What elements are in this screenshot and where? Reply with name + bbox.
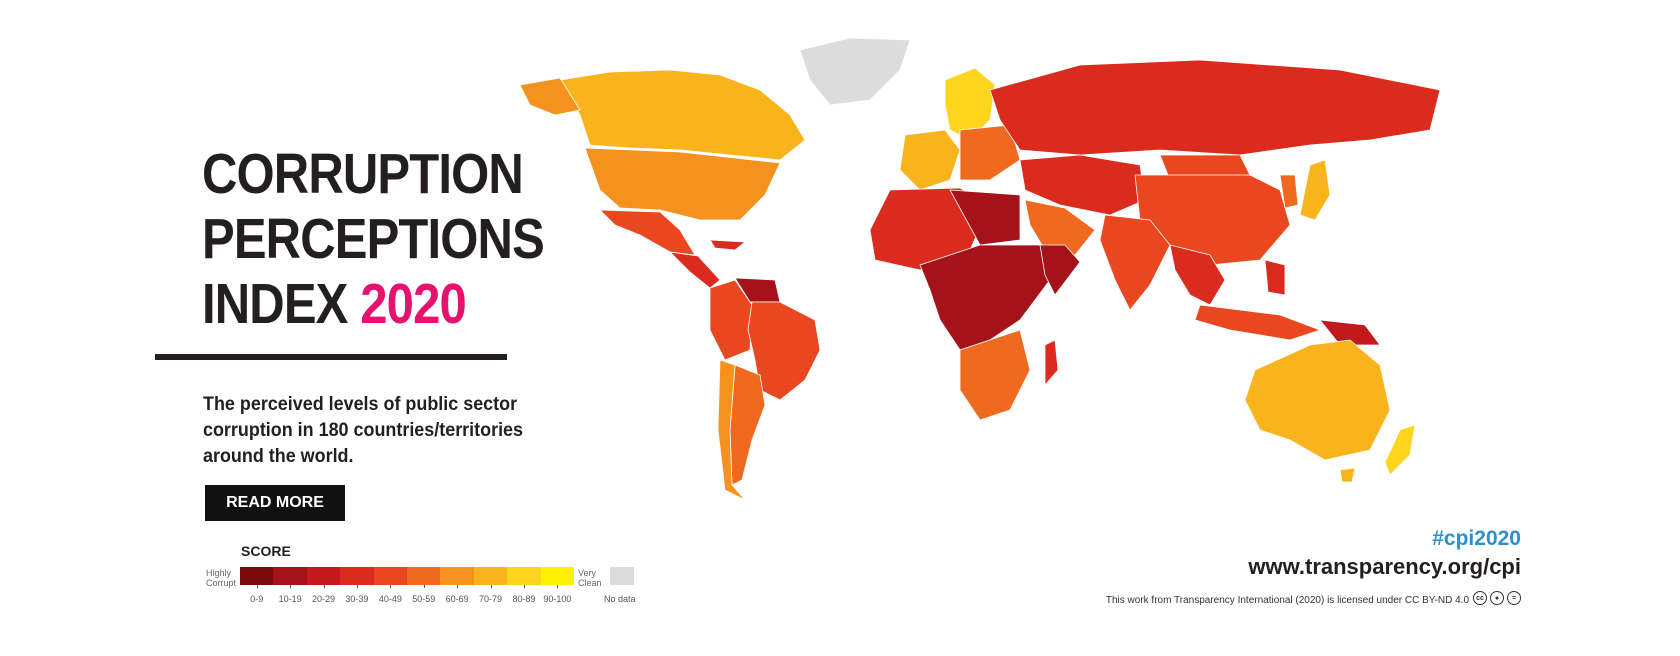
legend-range-label: 80-89 [512,594,536,604]
region-tasmania [1339,467,1356,483]
world-map [520,37,1441,501]
region-japan [1299,159,1331,221]
region-central-america [668,251,721,289]
region-middle-east [1019,154,1146,216]
title-index-word: INDEX [202,272,361,336]
title-line-3: INDEX 2020 [202,272,544,337]
region-central-africa [919,244,1051,351]
region-madagascar [1044,339,1059,387]
legend-swatch [306,567,341,588]
title-divider [155,354,507,360]
website-link[interactable]: www.transparency.org/cpi [1248,554,1521,579]
region-caribbean [709,239,747,251]
legend-range-label: 70-79 [479,594,503,604]
title-line-1: CORRUPTION [202,142,524,206]
legend-low-label: Highly Corrupt [206,568,237,588]
description-text: The perceived levels of public sector co… [203,393,524,467]
region-alaska [520,77,581,116]
region-russia [989,59,1441,156]
region-arabia [1024,199,1096,256]
region-argentina [729,364,766,486]
region-korea [1279,174,1299,209]
legend-swatch [407,567,441,588]
nd-icon: = [1507,591,1521,605]
region-southeast-asia [1169,244,1226,306]
cc-license-icons: cc ● = [1473,591,1521,605]
by-icon: ● [1490,591,1504,605]
region-canada [559,69,806,161]
legend-range-label: 30-39 [345,594,369,604]
legend-no-data-label: No data [604,594,636,604]
region-chile [717,359,746,501]
license-text: This work from Transparency Internationa… [1105,595,1469,606]
legend-swatch [340,567,374,588]
legend-swatch [507,567,541,588]
legend-swatch [440,567,474,588]
legend-swatch [240,567,274,588]
legend-swatch [473,567,508,588]
region-india [1099,214,1171,311]
legend-high-label: Very Clean [578,568,602,588]
read-more-button[interactable]: READ MORE [205,485,345,521]
region-eastern-europe [959,124,1021,181]
legend-range-label: 40-49 [378,594,402,604]
region-greenland [799,37,911,106]
legend-color-scale [240,567,575,588]
page-title: CORRUPTION PERCEPTIONS INDEX 2020 [202,142,545,337]
region-philippines [1264,259,1286,296]
legend-swatch [273,567,307,588]
cc-icon: cc [1473,591,1487,605]
region-australia [1244,339,1391,461]
legend-range-label: 20-29 [312,594,336,604]
region-papua-new-guinea [1319,319,1381,346]
region-horn-of-africa [1039,244,1081,296]
region-western-europe [899,129,961,191]
title-line-2: PERCEPTIONS [202,207,545,271]
legend-swatch [373,567,408,588]
region-mexico [599,209,696,256]
region-indonesia [1194,304,1322,341]
legend-range-label: 60-69 [445,594,469,604]
legend-range-labels: 0-9 10-19 20-29 30-39 40-49 50-59 60-69 70-79 80… [240,594,574,604]
legend-no-data-swatch [610,567,634,585]
legend-range-label: 0-9 [250,594,264,604]
region-brazil [747,301,821,401]
title-year: 2020 [360,272,466,336]
region-usa [584,147,781,221]
legend-title: SCORE [241,543,291,559]
hashtag-link[interactable]: #cpi2020 [1432,527,1521,550]
region-new-zealand [1384,424,1416,476]
region-libya [949,189,1021,246]
legend-range-label: 10-19 [278,594,302,604]
region-andes [709,279,753,361]
legend-range-label: 90-100 [543,594,572,604]
region-southern-africa [959,329,1031,421]
legend-swatch [540,567,575,588]
legend-range-label: 50-59 [412,594,436,604]
